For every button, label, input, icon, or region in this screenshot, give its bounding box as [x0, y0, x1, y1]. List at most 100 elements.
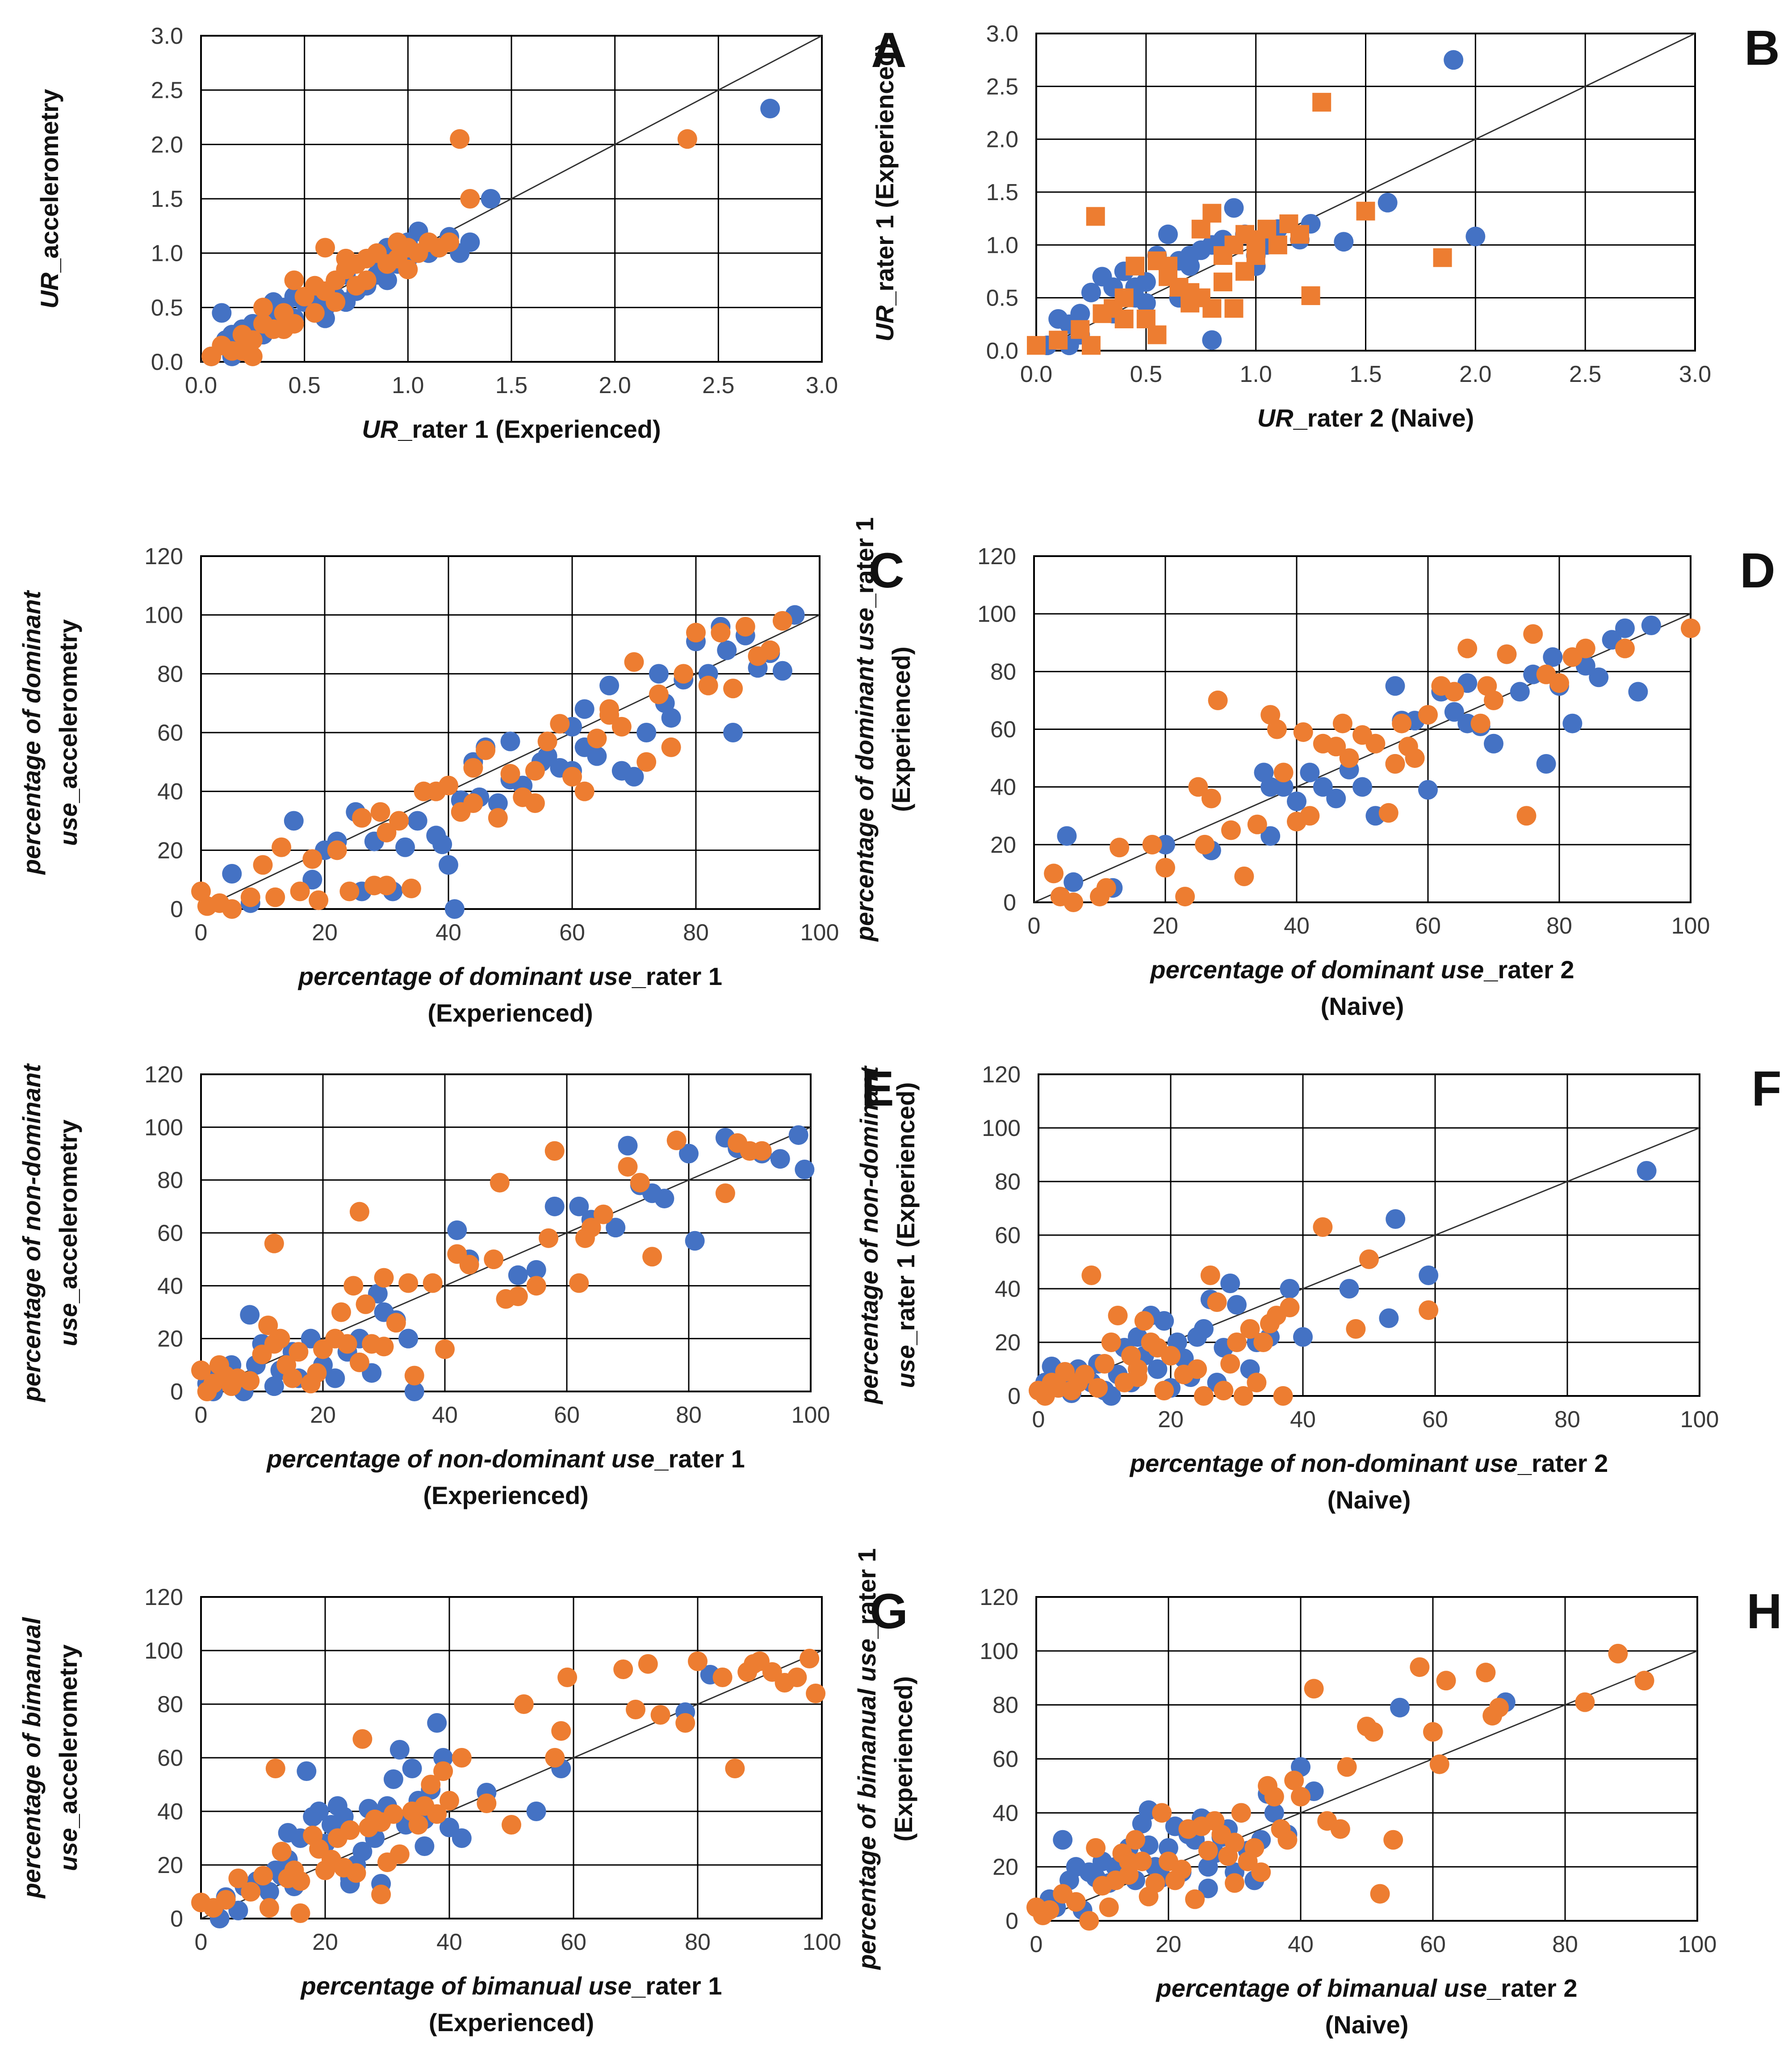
- data-point-blue: [1536, 754, 1556, 774]
- data-point-orange: [1221, 820, 1241, 840]
- data-point-orange: [1251, 1862, 1271, 1882]
- data-point-orange: [1423, 1722, 1443, 1742]
- data-point-orange: [1383, 1830, 1403, 1850]
- data-point-orange: [435, 1339, 455, 1359]
- x-tick-label: 0.0: [185, 373, 217, 398]
- data-point-blue: [1057, 826, 1077, 846]
- data-point-orange: [1213, 272, 1232, 292]
- data-point-blue: [352, 1842, 373, 1861]
- x-axis-title-segment: percentage of bimanual use: [300, 1972, 632, 2000]
- data-point-orange: [1497, 644, 1517, 664]
- data-point-orange: [1277, 1830, 1298, 1850]
- y-tick-label: 120: [982, 1062, 1021, 1088]
- data-point-orange: [1273, 1386, 1293, 1406]
- data-point-blue: [526, 1260, 546, 1280]
- data-point-orange: [346, 1863, 366, 1883]
- data-point-blue: [537, 746, 557, 766]
- data-point-orange: [307, 1363, 327, 1383]
- y-tick-label: 2.0: [151, 132, 183, 158]
- y-tick-label: 40: [157, 1273, 183, 1299]
- x-tick-label: 0: [195, 1929, 208, 1955]
- y-axis-title-segment: percentage of non-dominant: [855, 1065, 883, 1405]
- y-tick-label: 3.0: [986, 21, 1018, 47]
- data-point-orange: [1225, 1832, 1244, 1852]
- data-point-orange: [1225, 1873, 1244, 1893]
- data-point-orange: [258, 1316, 278, 1336]
- data-point-blue: [264, 1376, 284, 1396]
- x-tick-label: 80: [676, 1402, 702, 1428]
- x-tick-label: 80: [1554, 1407, 1580, 1433]
- data-point-orange: [1208, 690, 1228, 710]
- x-tick-label: 1.5: [495, 373, 528, 398]
- y-tick-label: 100: [977, 601, 1016, 627]
- data-point-blue: [407, 811, 427, 831]
- x-axis-title-segment: (Naive): [1325, 2011, 1409, 2039]
- data-point-orange: [587, 729, 607, 749]
- y-tick-label: 0.0: [986, 338, 1018, 364]
- data-point-orange: [1194, 1386, 1214, 1406]
- y-axis-title-segment: use: [54, 803, 82, 846]
- data-point-orange: [1161, 1346, 1181, 1366]
- data-point-orange: [272, 1842, 292, 1861]
- data-point-blue: [1287, 791, 1306, 811]
- y-tick-label: 0.5: [986, 285, 1018, 311]
- data-point-orange: [222, 899, 242, 919]
- y-axis-title: percentage of non-dominant use_rater 1 (E…: [855, 1065, 920, 1405]
- data-point-blue: [795, 1160, 815, 1179]
- data-point-orange: [508, 1286, 528, 1306]
- data-point-blue: [1418, 780, 1438, 800]
- x-tick-label: 0: [1028, 913, 1041, 939]
- x-axis-title-segment: _rater 1: [632, 962, 722, 990]
- data-point-orange: [386, 1313, 406, 1333]
- data-point-blue: [404, 1382, 424, 1401]
- data-point-orange: [1549, 673, 1569, 693]
- data-point-blue: [717, 640, 737, 660]
- x-tick-label: 60: [561, 1929, 586, 1955]
- x-tick-label: 100: [800, 920, 839, 946]
- data-point-orange: [274, 319, 294, 339]
- data-point-blue: [427, 1713, 447, 1733]
- data-point-orange: [1313, 1217, 1333, 1237]
- data-point-orange: [433, 1761, 453, 1781]
- y-axis-title-segment: use: [54, 1303, 82, 1346]
- x-tick-label: 60: [1422, 1407, 1448, 1433]
- data-point-blue: [240, 1305, 260, 1325]
- y-tick-label: 40: [990, 775, 1016, 800]
- x-axis-title-segment: (Naive): [1321, 992, 1404, 1020]
- panel-a: 0.0 0.5 1.0 1.5 2.0 2.5 3.0 0.0 0.5 1.0 1.5 2.0 2.5 3…: [35, 23, 907, 443]
- x-axis-title-segment: percentage of dominant use: [297, 962, 632, 990]
- y-axis-title-segment: _rater 1 (Experienced): [871, 42, 899, 306]
- data-point-orange: [216, 1890, 236, 1910]
- y-axis-title-segment: percentage of bimanual: [17, 1617, 46, 1899]
- data-point-blue: [1136, 293, 1156, 313]
- x-axis-title-segment: _rater 2: [1517, 1449, 1608, 1477]
- data-point-orange: [1291, 1787, 1311, 1807]
- data-point-blue: [1589, 667, 1609, 687]
- data-point-orange: [1039, 1900, 1059, 1920]
- data-point-blue: [649, 664, 669, 684]
- data-point-orange: [1444, 682, 1464, 702]
- data-point-orange: [1114, 288, 1134, 307]
- data-point-blue: [1202, 330, 1222, 350]
- data-point-orange: [630, 1173, 650, 1193]
- x-axis-title-segment: percentage of dominant use: [1149, 955, 1484, 984]
- data-point-orange: [1181, 283, 1200, 302]
- data-point-orange: [569, 1273, 589, 1293]
- data-point-orange: [440, 232, 459, 252]
- data-point-orange: [1128, 1367, 1147, 1387]
- data-point-blue: [481, 189, 501, 209]
- data-point-orange: [371, 1885, 391, 1904]
- data-point-orange: [1457, 638, 1478, 658]
- panel-letter: B: [1744, 21, 1779, 75]
- y-tick-label: 100: [144, 603, 183, 629]
- data-point-orange: [484, 1249, 504, 1270]
- y-tick-label: 0: [1003, 890, 1016, 916]
- data-point-orange: [1049, 331, 1068, 350]
- data-point-orange: [772, 611, 792, 631]
- x-tick-label: 100: [803, 1929, 842, 1955]
- y-axis-title-segment: use: [892, 1345, 920, 1388]
- data-point-blue: [1300, 763, 1320, 783]
- data-point-orange: [1027, 336, 1046, 355]
- data-point-orange: [1066, 1892, 1086, 1912]
